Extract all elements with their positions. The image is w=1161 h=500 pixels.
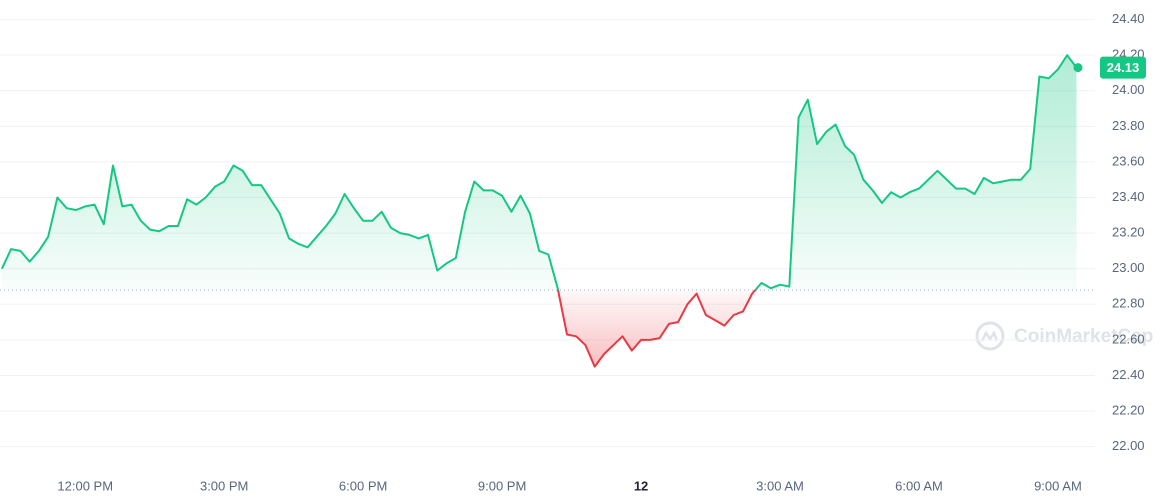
y-tick-label: 22.20 [1112, 402, 1145, 417]
last-price-dot [1073, 63, 1083, 73]
x-tick-label: 12:00 PM [57, 478, 113, 493]
x-tick-label: 12 [634, 478, 648, 493]
y-tick-label: 22.60 [1112, 331, 1145, 346]
x-tick-label: 9:00 PM [478, 478, 526, 493]
y-tick-label: 24.00 [1112, 82, 1145, 97]
y-tick-label: 23.80 [1112, 118, 1145, 133]
y-tick-label: 23.40 [1112, 189, 1145, 204]
x-tick-label: 3:00 PM [200, 478, 248, 493]
watermark: CoinMarketCap [975, 321, 1153, 351]
y-tick-label: 22.80 [1112, 296, 1145, 311]
price-line [0, 54, 1078, 368]
y-tick-label: 22.00 [1112, 438, 1145, 453]
x-tick-label: 6:00 PM [339, 478, 387, 493]
y-tick-label: 23.60 [1112, 153, 1145, 168]
area-fill [1, 55, 1077, 367]
x-tick-label: 6:00 AM [895, 478, 943, 493]
x-tick-label: 3:00 AM [756, 478, 804, 493]
y-tick-label: 23.20 [1112, 225, 1145, 240]
last-price-label: 24.13 [1107, 60, 1140, 75]
last-price-badge [1100, 56, 1146, 79]
y-tick-label: 24.40 [1112, 11, 1145, 26]
watermark-text: CoinMarketCap [1014, 326, 1153, 347]
y-tick-label: 22.40 [1112, 367, 1145, 382]
y-tick-label: 23.00 [1112, 260, 1145, 275]
x-tick-label: 9:00 AM [1034, 478, 1082, 493]
